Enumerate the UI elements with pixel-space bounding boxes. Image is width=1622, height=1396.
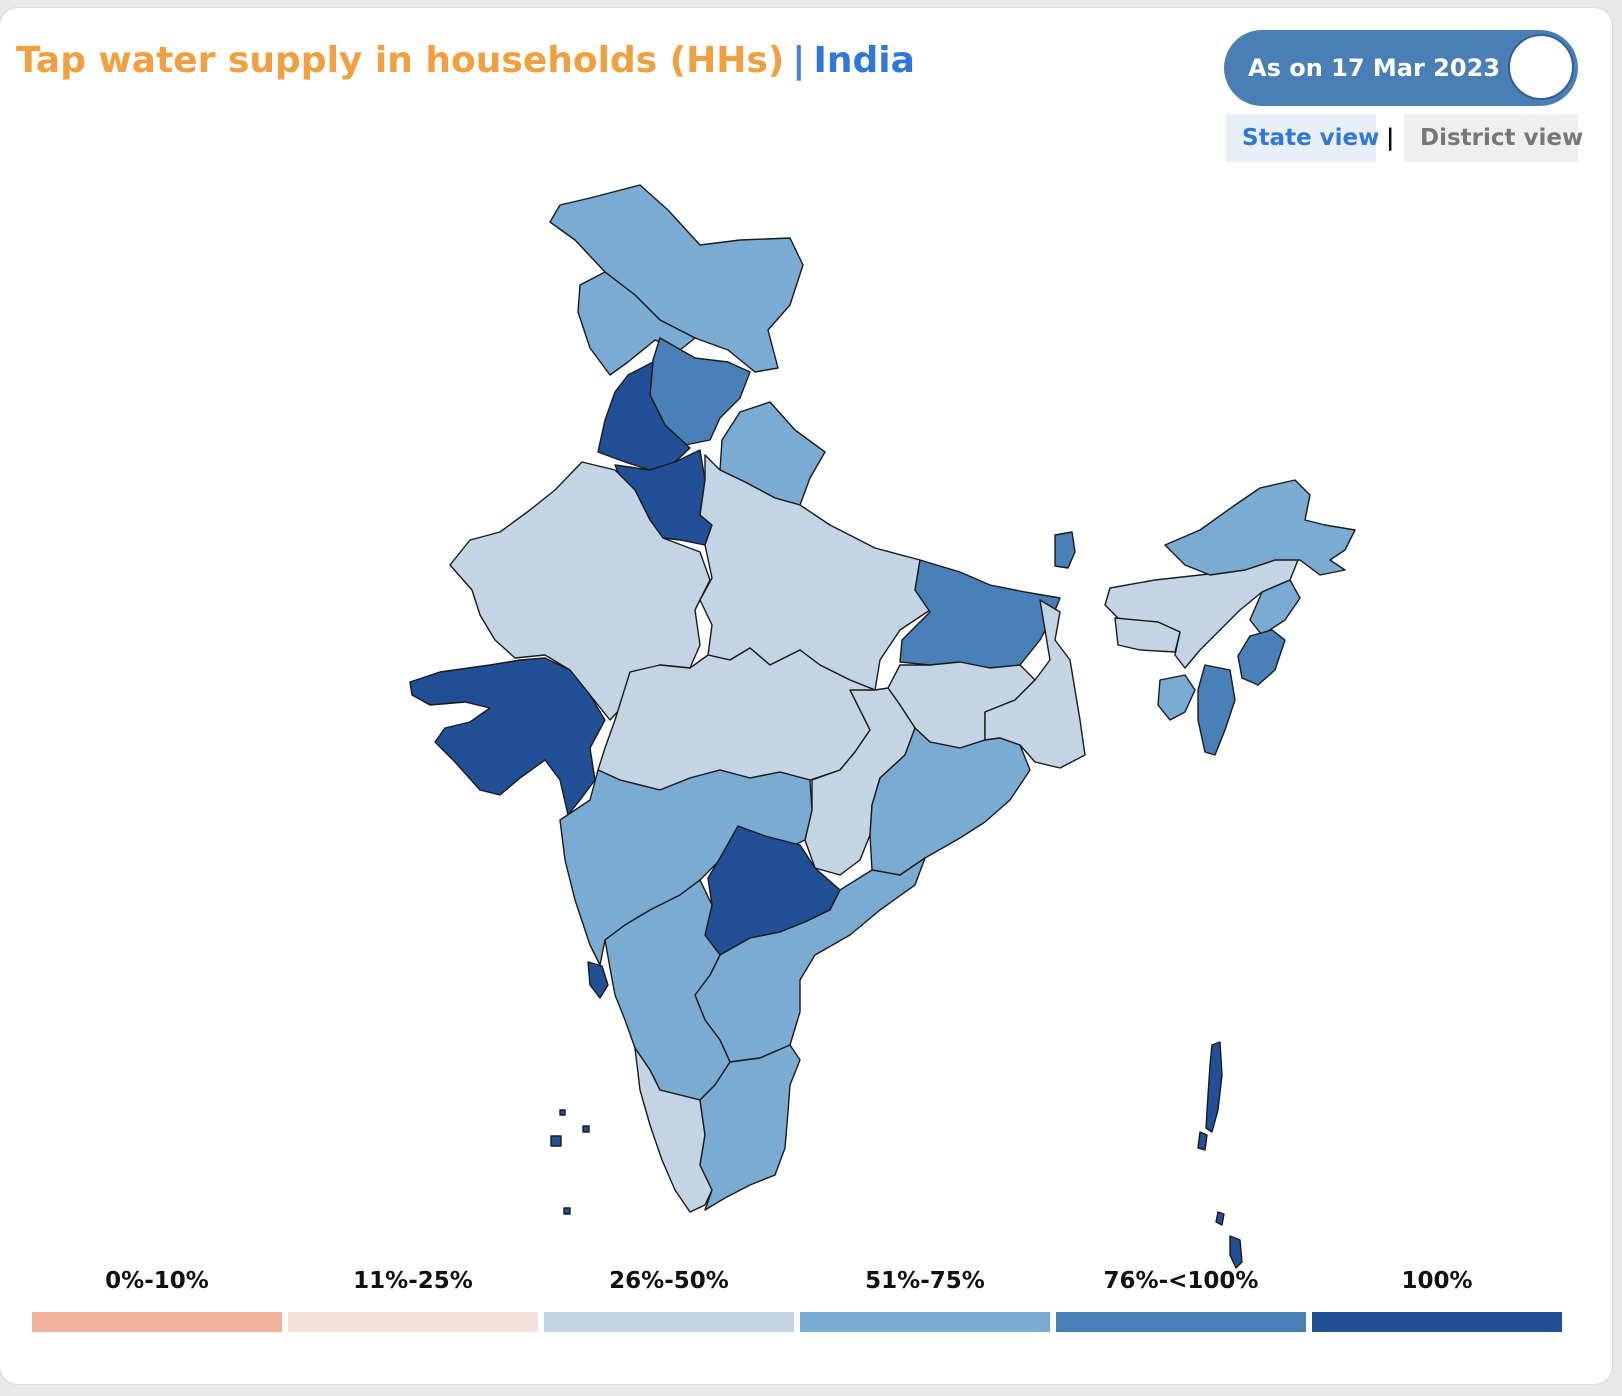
region-maharashtra[interactable] xyxy=(559,769,813,966)
legend-label: 26%-50% xyxy=(609,1268,729,1294)
page-title: Tap water supply in households (HHs) | Ind… xyxy=(16,40,915,81)
title-separator: | xyxy=(792,40,806,81)
legend-label: 100% xyxy=(1401,1268,1473,1294)
view-separator: | xyxy=(1386,125,1395,151)
region-andaman-nicobar[interactable] xyxy=(1197,1041,1243,1269)
region-sikkim[interactable] xyxy=(1054,531,1076,569)
legend-swatch xyxy=(288,1312,538,1332)
region-karnataka[interactable] xyxy=(604,879,731,1101)
region-mizoram[interactable] xyxy=(1197,664,1236,756)
legend-swatch xyxy=(32,1312,282,1332)
region-jammu-kashmir[interactable] xyxy=(577,271,696,376)
legend-swatch xyxy=(1056,1312,1306,1332)
legend-swatch xyxy=(800,1312,1050,1332)
region-meghalaya[interactable] xyxy=(1114,617,1181,653)
date-label: As on 17 Mar 2023 xyxy=(1248,54,1500,82)
region-lakshadweep[interactable] xyxy=(550,1109,590,1215)
district-view-button[interactable]: District view xyxy=(1404,114,1583,162)
toggle-knob[interactable] xyxy=(1508,34,1574,100)
region-arunachal-pradesh[interactable] xyxy=(1164,479,1356,576)
date-toggle[interactable]: As on 17 Mar 2023 xyxy=(1224,30,1578,106)
region-chhattisgarh[interactable] xyxy=(804,687,916,876)
title-main: Tap water supply in households (HHs) xyxy=(16,40,785,81)
region-manipur[interactable] xyxy=(1237,629,1286,686)
legend-label: 76%-<100% xyxy=(1103,1268,1259,1294)
title-region: India xyxy=(813,40,915,81)
region-tripura[interactable] xyxy=(1157,674,1196,721)
state-view-button[interactable]: State view xyxy=(1226,114,1379,162)
region-gujarat[interactable] xyxy=(409,657,606,816)
region-goa[interactable] xyxy=(587,961,609,999)
legend-swatch xyxy=(544,1312,794,1332)
region-nagaland[interactable] xyxy=(1249,579,1301,636)
legend-swatch xyxy=(1312,1312,1562,1332)
region-uttar-pradesh[interactable] xyxy=(699,454,931,691)
legend-label: 11%-25% xyxy=(353,1268,473,1294)
region-rajasthan[interactable] xyxy=(449,461,711,721)
legend-label: 51%-75% xyxy=(865,1268,985,1294)
region-ladakh[interactable] xyxy=(549,184,804,373)
region-odisha[interactable] xyxy=(869,727,1031,876)
region-west-bengal[interactable] xyxy=(984,599,1086,769)
region-tamil-nadu[interactable] xyxy=(699,1044,801,1211)
legend-label: 0%-10% xyxy=(105,1268,209,1294)
